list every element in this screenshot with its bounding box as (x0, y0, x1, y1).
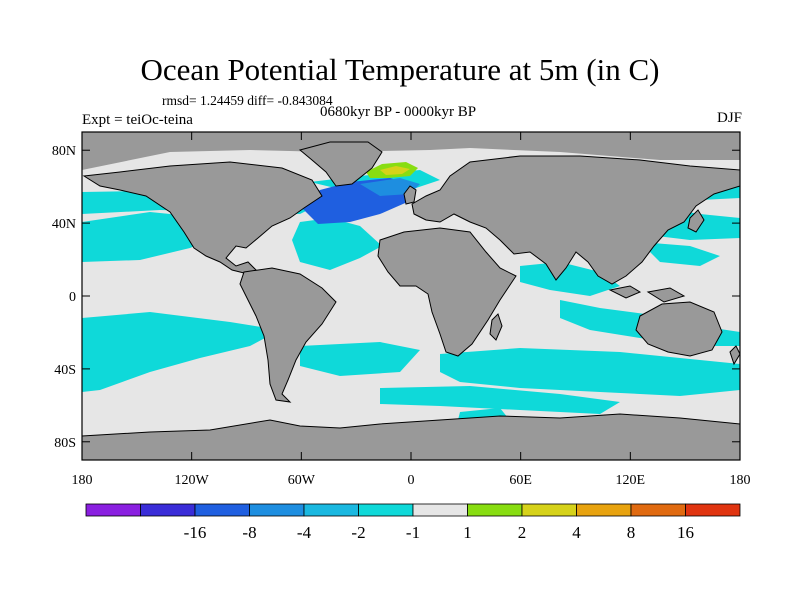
lat-tick-label: 0 (69, 290, 76, 305)
lat-tick-label: 80N (52, 144, 76, 159)
land-masses (82, 132, 740, 460)
colorbar-swatch (576, 503, 632, 517)
colorbar-label: -2 (351, 523, 365, 542)
lon-tick-label: 60W (288, 473, 316, 488)
colorbar-swatch (85, 503, 141, 517)
experiment-label: Expt = teiOc-teina (82, 112, 193, 128)
plot-title: Ocean Potential Temperature at 5m (in C) (140, 52, 660, 87)
period-label: 0680kyr BP - 0000kyr BP (320, 104, 477, 120)
lon-tick-label: 120W (175, 473, 210, 488)
colorbar-label: 16 (677, 523, 694, 542)
colorbar-swatch (467, 503, 523, 517)
season-label: DJF (716, 110, 742, 126)
colorbar-swatch (685, 503, 741, 517)
colorbar-label: -1 (406, 523, 420, 542)
colorbar-label: -8 (242, 523, 256, 542)
iceland-warm-core (380, 166, 410, 175)
colorbar-label: 1 (463, 523, 472, 542)
lon-tick-label: 180 (730, 473, 751, 488)
colorbar-swatch (358, 503, 414, 517)
colorbar-label: 4 (572, 523, 581, 542)
subpolar-anomaly (360, 178, 420, 196)
colorbar-label: -4 (297, 523, 312, 542)
colorbar-swatch (194, 503, 250, 517)
stats-label: rmsd= 1.24459 diff= -0.843084 (162, 93, 333, 108)
colorbar-swatch (140, 503, 196, 517)
colorbar-swatch (521, 503, 577, 517)
colorbar-label: 8 (627, 523, 636, 542)
lon-tick-label: 0 (408, 473, 415, 488)
lon-tick-label: 60E (509, 473, 532, 488)
colorbar-swatch (630, 503, 686, 517)
lon-tick-label: 120E (616, 473, 646, 488)
lat-tick-label: 40S (54, 363, 76, 378)
lat-tick-label: 80S (54, 436, 76, 451)
colorbar-swatch (249, 503, 305, 517)
colorbar-label: -16 (184, 523, 207, 542)
colorbar-label: 2 (518, 523, 527, 542)
colorbar-swatch (412, 503, 468, 517)
lat-tick-label: 40N (52, 217, 76, 232)
lon-tick-label: 180 (72, 473, 93, 488)
colorbar-swatch (303, 503, 359, 517)
